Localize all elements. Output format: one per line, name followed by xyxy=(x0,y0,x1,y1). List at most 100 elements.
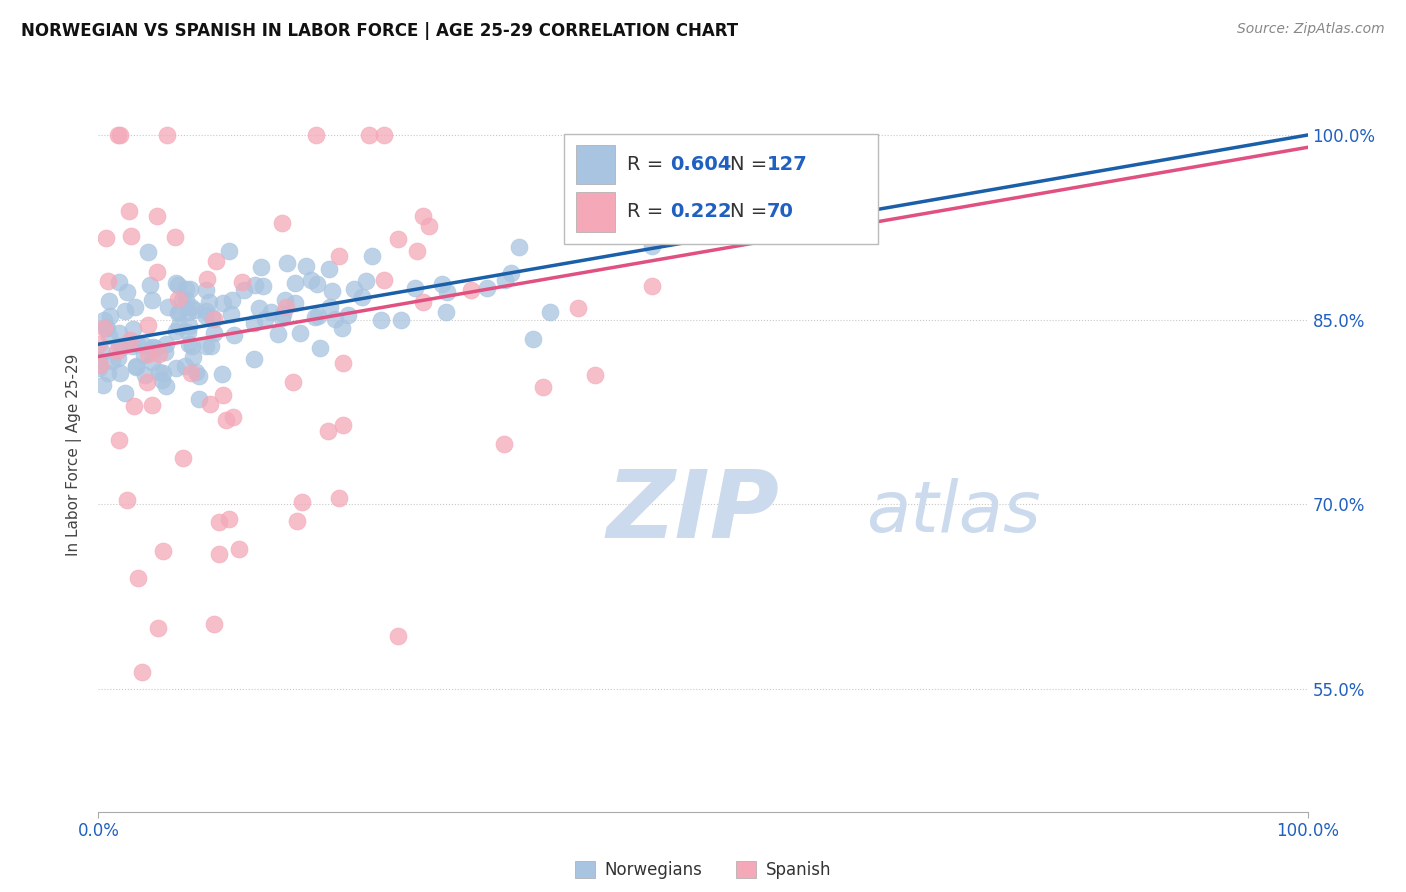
Point xyxy=(156,300,179,314)
Point xyxy=(87,361,110,376)
Point xyxy=(212,387,235,401)
Point xyxy=(118,203,141,218)
Point xyxy=(114,304,136,318)
Point xyxy=(218,244,240,258)
Point xyxy=(215,413,238,427)
Point xyxy=(224,328,246,343)
Point xyxy=(288,326,311,340)
Point xyxy=(460,283,482,297)
Point xyxy=(136,347,159,361)
Point xyxy=(174,293,197,307)
Point xyxy=(155,337,177,351)
Point xyxy=(361,249,384,263)
Point xyxy=(231,275,253,289)
Text: 0.222: 0.222 xyxy=(671,202,733,221)
Point xyxy=(97,366,120,380)
Point xyxy=(93,313,115,327)
Point xyxy=(150,373,173,387)
Point xyxy=(188,392,211,406)
Point xyxy=(508,240,530,254)
Point xyxy=(166,278,188,293)
Point xyxy=(299,273,322,287)
Point xyxy=(295,259,318,273)
Point xyxy=(202,326,225,340)
Point xyxy=(142,340,165,354)
Point xyxy=(194,309,217,323)
Text: N =: N = xyxy=(730,154,773,174)
Point xyxy=(205,254,228,268)
Point xyxy=(194,339,217,353)
Point xyxy=(370,313,392,327)
Point xyxy=(117,493,139,508)
Text: R =: R = xyxy=(627,154,669,174)
Point xyxy=(125,360,148,375)
Y-axis label: In Labor Force | Age 25-29: In Labor Force | Age 25-29 xyxy=(66,354,83,556)
Point xyxy=(139,278,162,293)
Point xyxy=(105,343,128,358)
Legend: Norwegians, Spanish: Norwegians, Spanish xyxy=(568,854,838,886)
Point xyxy=(94,230,117,244)
Point xyxy=(250,260,273,274)
Point xyxy=(125,359,148,374)
Point xyxy=(267,326,290,341)
Point xyxy=(308,341,330,355)
Point xyxy=(134,368,156,382)
Point xyxy=(89,337,111,351)
Point xyxy=(284,276,307,290)
Point xyxy=(136,318,159,333)
Point xyxy=(285,514,308,528)
Point xyxy=(202,617,225,632)
Point xyxy=(181,350,204,364)
Point xyxy=(174,282,197,296)
Point xyxy=(404,281,426,295)
Point xyxy=(323,311,346,326)
Point xyxy=(181,339,204,353)
Point xyxy=(127,336,149,351)
Point xyxy=(180,301,202,315)
Point xyxy=(233,284,256,298)
Point xyxy=(194,304,217,318)
Point xyxy=(108,434,131,448)
Point xyxy=(418,219,440,234)
Point xyxy=(101,353,124,368)
Point xyxy=(405,244,427,259)
Point xyxy=(169,305,191,319)
Point xyxy=(243,316,266,330)
Point xyxy=(247,301,270,315)
Point xyxy=(252,279,274,293)
Point xyxy=(127,571,149,585)
Point xyxy=(270,310,292,325)
Point xyxy=(305,277,328,291)
Point xyxy=(254,311,277,326)
Point xyxy=(107,351,129,366)
Point xyxy=(387,629,409,643)
Point xyxy=(172,451,194,466)
Point xyxy=(208,547,231,561)
Point xyxy=(136,375,159,389)
Point xyxy=(141,398,163,412)
Point xyxy=(330,320,353,334)
Point xyxy=(274,293,297,308)
Point xyxy=(373,272,395,286)
Point xyxy=(121,338,143,352)
Point xyxy=(195,272,218,286)
Point xyxy=(354,274,377,288)
Point xyxy=(108,128,131,142)
Point xyxy=(167,292,190,306)
Point xyxy=(114,385,136,400)
FancyBboxPatch shape xyxy=(576,145,614,184)
Point xyxy=(260,304,283,318)
Point xyxy=(211,296,233,310)
Point xyxy=(305,128,328,142)
Point xyxy=(145,265,167,279)
Point xyxy=(307,310,329,324)
Point xyxy=(218,512,240,526)
Point xyxy=(276,256,298,270)
Point xyxy=(110,340,132,354)
Text: Source: ZipAtlas.com: Source: ZipAtlas.com xyxy=(1237,22,1385,37)
Point xyxy=(352,290,374,304)
Point xyxy=(97,328,120,343)
Point xyxy=(91,344,114,359)
Point xyxy=(195,284,218,298)
Point xyxy=(332,356,354,370)
